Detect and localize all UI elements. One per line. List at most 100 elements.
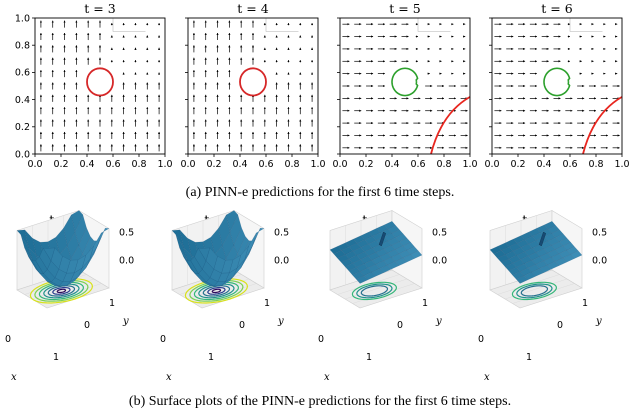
floor-contour — [52, 286, 71, 295]
grid-cut-line — [265, 18, 299, 32]
y-axis-label: y — [595, 316, 602, 327]
x-tick-label: 0.0 — [27, 159, 42, 170]
x-tick-label: 0.0 — [484, 159, 499, 170]
y-tick-label: 0 — [397, 320, 403, 331]
x-tick-label: 0.8 — [588, 159, 603, 170]
wave-front — [582, 96, 623, 155]
surface-facet — [198, 247, 211, 262]
z-tick-label: 0.5 — [592, 228, 607, 239]
x-tick-label: 0.0 — [332, 159, 347, 170]
y-axis-label: y — [122, 316, 129, 327]
z-tick-label: 0.0 — [432, 256, 447, 267]
x-tick-label: 0.8 — [284, 159, 299, 170]
z-tick-label: 0.5 — [274, 228, 289, 239]
z-tick-label: 0.5 — [119, 228, 134, 239]
y-tick-label: 0 — [84, 320, 90, 331]
quiver-panels: t = 3 0.0 0.2 0.4 0.6 0.8 1.0 0.0 0.2 0.4 0.6 0.8 1.… — [15, 1, 630, 170]
axes-frame — [34, 17, 166, 155]
obstacle-circle — [86, 67, 114, 97]
grid-cut-line — [417, 18, 451, 32]
y-tick-label: 0 — [239, 320, 245, 331]
x-tick-label: 0 — [478, 334, 484, 345]
z-tick-label: 0.0 — [119, 256, 134, 267]
floor-contour — [356, 283, 393, 299]
x-tick-label: 0.2 — [206, 159, 221, 170]
floor-contour — [211, 288, 222, 294]
x-tick-label: 0 — [160, 334, 166, 345]
floor-contour — [202, 285, 231, 297]
x-tick-label: 0.4 — [79, 159, 94, 170]
surface-facet — [205, 247, 218, 270]
x-tick-label: 0.4 — [536, 159, 551, 170]
y-tick-label: 0.4 — [15, 95, 30, 106]
x-tick-label: 0.2 — [53, 159, 68, 170]
floor-contour — [38, 281, 85, 301]
obstacle-notched-circle — [391, 67, 419, 97]
surface-facet — [43, 247, 56, 262]
caption-a: (a) PINN-e predictions for the first 6 t… — [185, 185, 455, 200]
y-tick-label: 0.8 — [15, 41, 30, 52]
x-tick-label: 0.6 — [105, 159, 120, 170]
floor-contour — [511, 281, 558, 301]
quiver-title: t = 6 — [541, 1, 572, 16]
z-tick-label: 0.5 — [432, 228, 447, 239]
x-tick-label: 0 — [318, 334, 324, 345]
y-tick-label: 1 — [422, 298, 428, 309]
surface-facet — [89, 232, 102, 260]
surface-facet — [516, 275, 529, 284]
y-tick-label: 0.0 — [15, 149, 30, 160]
floor-contour — [360, 285, 389, 297]
surface-facet — [221, 259, 234, 274]
quiver-panel-2: t = 4 0.0 0.2 0.4 0.6 0.8 1.0 — [180, 1, 325, 170]
y-axis-label: y — [435, 316, 442, 327]
x-tick-label: 1 — [208, 352, 214, 363]
x-tick-label: 0.8 — [436, 159, 451, 170]
quiver-panel-1: t = 3 0.0 0.2 0.4 0.6 0.8 1.0 0.0 0.2 0.4 0.6 0.8 1.… — [15, 1, 173, 170]
y-tick-label: 1 — [109, 298, 115, 309]
axes-frame — [339, 17, 471, 155]
surface-facet — [50, 247, 63, 270]
x-tick-label: 1.0 — [614, 159, 629, 170]
floor-contour — [193, 281, 240, 301]
quiver-panel-3: t = 5 0.0 0.2 0.4 0.6 0.8 1.0 — [332, 1, 477, 170]
surface-facet — [356, 275, 369, 284]
floor-contour — [43, 283, 80, 299]
surface-bump — [538, 231, 547, 247]
y-tick-label: 1 — [264, 298, 270, 309]
x-tick-label: 1.0 — [157, 159, 172, 170]
x-tick-label: 0.0 — [180, 159, 195, 170]
axes-frame — [187, 17, 319, 155]
floor-contour — [520, 285, 549, 297]
obstacle-circle — [239, 67, 267, 97]
y-tick-label: 1.0 — [15, 13, 30, 24]
caption-b: (b) Surface plots of the PINN-e predicti… — [128, 394, 512, 409]
floor-contour — [351, 281, 398, 301]
surface-facet — [236, 246, 249, 269]
x-tick-label: 0.8 — [131, 159, 146, 170]
surface-bump — [378, 231, 387, 247]
grid-cut-line — [112, 18, 146, 32]
y-tick-label: 0.2 — [15, 122, 30, 133]
y-tick-label: 0.6 — [15, 68, 30, 79]
x-tick-label: 0.6 — [258, 159, 273, 170]
floor-contour — [516, 283, 553, 299]
floor-contour — [56, 288, 67, 294]
x-tick-label: 0.4 — [384, 159, 399, 170]
grid-cut-line — [569, 18, 603, 32]
x-axis-label: x — [324, 372, 330, 383]
wave-front — [430, 96, 471, 155]
x-tick-label: 0.6 — [410, 159, 425, 170]
floor-contour — [198, 283, 235, 299]
x-tick-label: 1.0 — [310, 159, 325, 170]
quiver-title: t = 3 — [84, 1, 115, 16]
obstacle-notched-circle — [543, 67, 571, 97]
quiver-title: t = 4 — [237, 1, 268, 16]
quiver-title: t = 5 — [389, 1, 420, 16]
x-tick-label: 1 — [366, 352, 372, 363]
x-tick-label: 0.4 — [232, 159, 247, 170]
floor-contour — [29, 278, 94, 304]
